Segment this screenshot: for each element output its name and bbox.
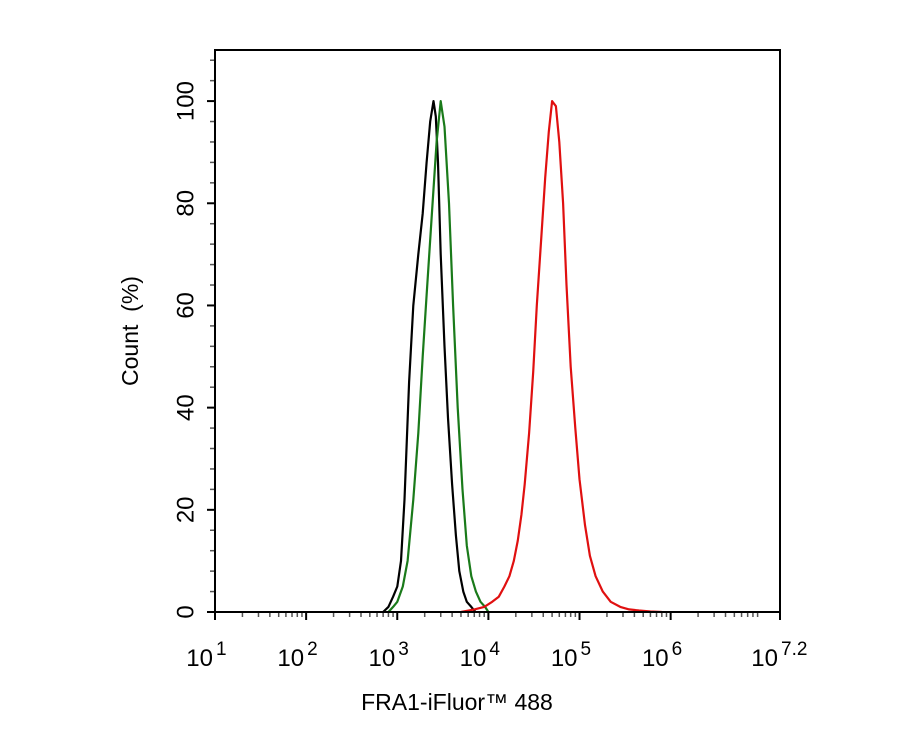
x-tick-label: 10 7.2	[751, 639, 807, 672]
x-tick-base: 10	[460, 645, 487, 672]
x-tick-exponent: 7.2	[781, 639, 807, 660]
x-axis-title: FRA1-iFluor™ 488	[361, 689, 553, 715]
plot-frame	[214, 49, 781, 613]
x-tick-base: 10	[551, 645, 578, 672]
x-tick-base: 10	[751, 645, 778, 672]
y-axis-major-ticks	[207, 100, 215, 613]
x-tick-label: 10 6	[642, 639, 682, 672]
x-tick-label: 10 5	[551, 639, 591, 672]
histogram-series-2	[387, 99, 490, 613]
x-tick-label: 10 4	[460, 639, 501, 672]
x-tick-exponent: 4	[489, 639, 500, 660]
y-tick-label: 20	[172, 496, 199, 523]
y-tick-label: 40	[172, 394, 199, 421]
histogram-series-3	[460, 99, 662, 614]
x-tick-base: 10	[642, 645, 669, 672]
x-tick-base: 10	[369, 645, 396, 672]
y-tick-label: 100	[172, 81, 199, 121]
y-axis-tick-labels: 0 20 40 60 80 100	[172, 81, 199, 619]
x-tick-label: 10 2	[277, 639, 317, 672]
y-tick-label: 80	[172, 190, 199, 217]
x-tick-exponent: 1	[216, 639, 227, 660]
x-tick-label: 10 3	[369, 639, 409, 672]
x-tick-exponent: 3	[398, 639, 409, 660]
x-tick-exponent: 6	[672, 639, 683, 660]
histogram-series-1	[382, 99, 477, 613]
series-layer	[382, 99, 662, 614]
x-axis-tick-labels: 10 1 10 2 10 3 10 4 10 5 10 6 10 7.2	[186, 639, 807, 672]
y-tick-label: 0	[172, 605, 199, 618]
x-tick-exponent: 5	[581, 639, 592, 660]
x-tick-base: 10	[277, 645, 304, 672]
y-tick-label: 60	[172, 292, 199, 319]
x-tick-base: 10	[186, 645, 213, 672]
x-tick-label: 10 1	[186, 639, 226, 672]
x-axis-major-ticks	[214, 612, 781, 620]
x-tick-exponent: 2	[307, 639, 318, 660]
y-axis-title: Count (%)	[117, 276, 143, 386]
